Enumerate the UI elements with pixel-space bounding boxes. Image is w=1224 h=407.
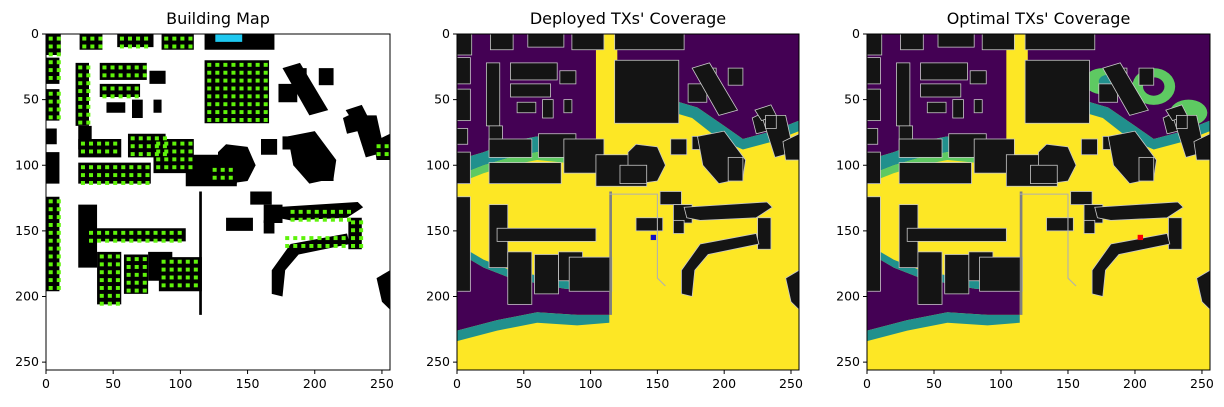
- axes-frame: [456, 33, 800, 371]
- y-tick-label: 250: [426, 354, 450, 369]
- x-tick-label: 150: [1056, 376, 1080, 391]
- y-tick-label: 200: [15, 289, 39, 304]
- y-tick-label: 50: [23, 92, 39, 107]
- y-tick-label: 0: [31, 26, 39, 41]
- x-tick-label: 200: [303, 376, 327, 391]
- x-tick-label: 50: [105, 376, 121, 391]
- wall-outline: [609, 193, 666, 287]
- window-markers: [48, 36, 389, 306]
- thin-structure: [1019, 191, 1023, 315]
- cyan-marker: [215, 34, 243, 42]
- transmitter-marker: [1137, 234, 1144, 241]
- x-tick-label: 0: [863, 376, 871, 391]
- y-tick-label: 0: [442, 26, 450, 41]
- y-tick-label: 150: [426, 223, 450, 238]
- panel-title: Optimal TXs' Coverage: [947, 9, 1131, 28]
- x-tick-label: 100: [989, 376, 1013, 391]
- x-tick-label: 250: [370, 376, 394, 391]
- x-tick-label: 100: [168, 376, 192, 391]
- x-tick-label: 250: [1190, 376, 1214, 391]
- panel-title: Building Map: [166, 9, 270, 28]
- x-tick-label: 0: [453, 376, 461, 391]
- y-tick-label: 0: [852, 26, 860, 41]
- heatmap-image-2: [457, 34, 799, 370]
- thin-structure: [609, 191, 612, 315]
- y-tick-label: 100: [836, 157, 860, 172]
- x-tick-label: 150: [645, 376, 669, 391]
- y-tick-label: 250: [15, 354, 39, 369]
- y-tick-label: 200: [426, 289, 450, 304]
- x-tick-label: 200: [712, 376, 736, 391]
- y-tick-label: 100: [15, 157, 39, 172]
- x-tick-label: 150: [236, 376, 260, 391]
- heatmap-image-3: [867, 34, 1210, 370]
- y-tick-label: 100: [426, 157, 450, 172]
- transmitter-marker: [650, 234, 657, 241]
- x-tick-label: 0: [42, 376, 50, 391]
- axes-frame: [45, 33, 391, 371]
- y-tick-label: 50: [844, 92, 860, 107]
- wall-outline: [1019, 193, 1077, 287]
- y-tick-label: 150: [15, 223, 39, 238]
- panel-title: Deployed TXs' Coverage: [530, 9, 726, 28]
- x-tick-label: 50: [516, 376, 532, 391]
- y-tick-label: 250: [836, 354, 860, 369]
- axes-frame: [866, 33, 1211, 371]
- x-tick-label: 200: [1123, 376, 1147, 391]
- y-tick-label: 150: [836, 223, 860, 238]
- x-tick-label: 100: [579, 376, 603, 391]
- heatmap-image-1: [46, 34, 390, 370]
- y-tick-label: 200: [836, 289, 860, 304]
- x-tick-label: 250: [779, 376, 803, 391]
- x-tick-label: 50: [926, 376, 942, 391]
- y-tick-label: 50: [434, 92, 450, 107]
- thin-structure: [199, 191, 202, 315]
